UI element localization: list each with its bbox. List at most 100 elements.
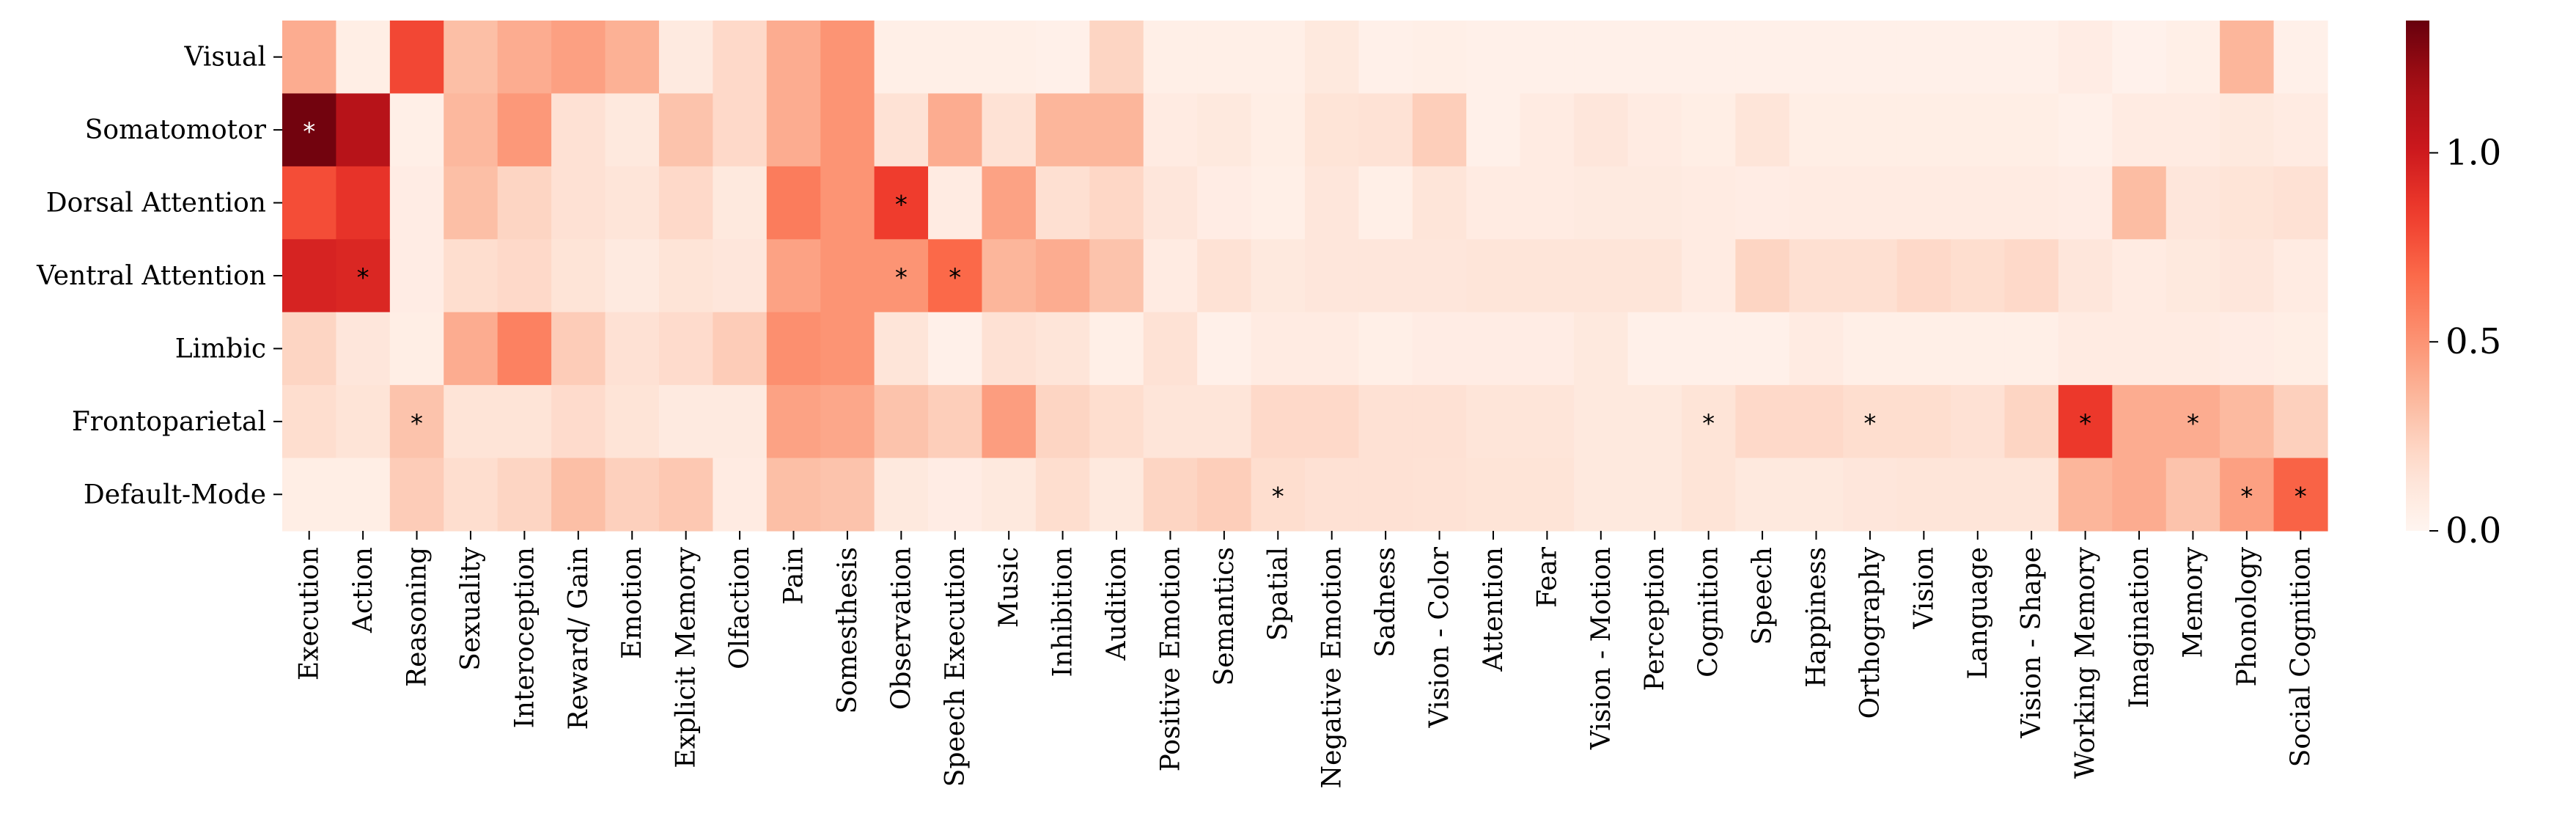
cell-frontoparietal-execution <box>282 385 337 459</box>
cell-dorsal-attention-observation <box>874 166 929 240</box>
cell-ventral-attention-vision-color <box>1412 239 1467 313</box>
cell-frontoparietal-vision-shape <box>2004 385 2059 459</box>
cell-frontoparietal-perception <box>1627 385 1682 459</box>
heatmap-cells <box>282 21 2328 532</box>
cell-dorsal-attention-inhibition <box>1035 166 1090 240</box>
cell-limbic-happiness <box>1789 312 1844 386</box>
cell-ventral-attention-audition <box>1089 239 1144 313</box>
cell-default-mode-social-cognition <box>2273 458 2328 532</box>
cell-default-mode-speech-execution <box>928 458 983 532</box>
cell-dorsal-attention-vision-motion <box>1574 166 1629 240</box>
cell-visual-explicit-memory <box>658 21 713 95</box>
cell-somatomotor-vision-motion <box>1574 93 1629 167</box>
colorbar-ticks: 0.0 0.5 1.0 <box>2429 132 2501 551</box>
cell-visual-perception <box>1627 21 1682 95</box>
significance-marker: * <box>357 263 369 293</box>
cell-visual-sexuality <box>444 21 498 95</box>
cell-ventral-attention-positive-emotion <box>1143 239 1198 313</box>
x-tick-label: Speech Execution <box>941 547 971 787</box>
cell-dorsal-attention-explicit-memory <box>658 166 713 240</box>
cell-limbic-reasoning <box>389 312 444 386</box>
colorbar-tick-label: 1.0 <box>2446 132 2501 173</box>
cell-frontoparietal-working-memory <box>2058 385 2113 459</box>
cell-dorsal-attention-happiness <box>1789 166 1844 240</box>
cell-ventral-attention-orthography <box>1843 239 1898 313</box>
cell-ventral-attention-sexuality <box>444 239 498 313</box>
y-tick-label: Visual <box>183 43 266 73</box>
cell-ventral-attention-speech-execution <box>928 239 983 313</box>
x-tick-label: Working Memory <box>2071 546 2101 779</box>
x-tick-label: Phonology <box>2232 546 2262 686</box>
cell-default-mode-memory <box>2165 458 2220 532</box>
cell-ventral-attention-perception <box>1627 239 1682 313</box>
significance-markers: * * * * * * * * * * * * * <box>303 117 2307 511</box>
cell-somatomotor-vision-color <box>1412 93 1467 167</box>
cell-frontoparietal-semantics <box>1197 385 1252 459</box>
cell-ventral-attention-sadness <box>1358 239 1413 313</box>
x-tick-label: Inhibition <box>1048 547 1078 677</box>
cell-limbic-olfaction <box>713 312 768 386</box>
cell-frontoparietal-social-cognition <box>2273 385 2328 459</box>
cell-frontoparietal-inhibition <box>1035 385 1090 459</box>
cell-visual-audition <box>1089 21 1144 95</box>
cell-frontoparietal-attention <box>1466 385 1521 459</box>
cell-default-mode-observation <box>874 458 929 532</box>
cell-dorsal-attention-memory <box>2165 166 2220 240</box>
cell-limbic-audition <box>1089 312 1144 386</box>
cell-visual-phonology <box>2220 21 2275 95</box>
x-tick-label: Interoception <box>509 547 540 728</box>
cell-frontoparietal-fear <box>1520 385 1575 459</box>
cell-ventral-attention-language <box>1951 239 2006 313</box>
cell-visual-memory <box>2165 21 2220 95</box>
cell-visual-imagination <box>2112 21 2167 95</box>
cell-limbic-fear <box>1520 312 1575 386</box>
x-axis: Execution Action Reasoning Sexuality Interoc… <box>295 531 2316 788</box>
cell-default-mode-pain <box>766 458 821 532</box>
cell-somatomotor-social-cognition <box>2273 93 2328 167</box>
cell-dorsal-attention-olfaction <box>713 166 768 240</box>
cell-limbic-execution <box>282 312 337 386</box>
cell-somatomotor-memory <box>2165 93 2220 167</box>
cell-frontoparietal-sexuality <box>444 385 498 459</box>
cell-frontoparietal-pain <box>766 385 821 459</box>
x-tick-label: Happiness <box>1802 547 1832 688</box>
cell-dorsal-attention-pain <box>766 166 821 240</box>
y-tick-label: Frontoparietal <box>72 407 266 437</box>
cell-default-mode-orthography <box>1843 458 1898 532</box>
colorbar-tick-label: 0.5 <box>2446 321 2501 362</box>
cell-dorsal-attention-attention <box>1466 166 1521 240</box>
cell-ventral-attention-reward-gain <box>551 239 606 313</box>
cell-visual-olfaction <box>713 21 768 95</box>
cell-default-mode-execution <box>282 458 337 532</box>
cell-ventral-attention-music <box>982 239 1037 313</box>
cell-default-mode-fear <box>1520 458 1575 532</box>
cell-frontoparietal-somesthesis <box>820 385 875 459</box>
significance-marker: * <box>2240 482 2253 511</box>
cell-ventral-attention-negative-emotion <box>1305 239 1360 313</box>
cell-default-mode-olfaction <box>713 458 768 532</box>
cell-somatomotor-vision-shape <box>2004 93 2059 167</box>
cell-dorsal-attention-language <box>1951 166 2006 240</box>
cell-frontoparietal-phonology <box>2220 385 2275 459</box>
cell-visual-observation <box>874 21 929 95</box>
cell-ventral-attention-observation <box>874 239 929 313</box>
cell-visual-speech <box>1735 21 1790 95</box>
cell-frontoparietal-vision <box>1896 385 1951 459</box>
cell-dorsal-attention-emotion <box>605 166 660 240</box>
cell-somatomotor-cognition <box>1681 93 1736 167</box>
significance-marker: * <box>2187 409 2199 438</box>
x-tick-label: Olfaction <box>725 547 755 669</box>
cell-default-mode-vision <box>1896 458 1951 532</box>
cell-ventral-attention-spatial <box>1251 239 1306 313</box>
cell-dorsal-attention-cognition <box>1681 166 1736 240</box>
cell-dorsal-attention-vision-shape <box>2004 166 2059 240</box>
colorbar-tick-label: 0.0 <box>2446 510 2501 551</box>
cell-limbic-emotion <box>605 312 660 386</box>
x-tick-label: Positive Emotion <box>1155 547 1185 771</box>
cell-default-mode-explicit-memory <box>658 458 713 532</box>
cell-frontoparietal-language <box>1951 385 2006 459</box>
cell-ventral-attention-cognition <box>1681 239 1736 313</box>
cell-limbic-observation <box>874 312 929 386</box>
cell-visual-semantics <box>1197 21 1252 95</box>
cell-dorsal-attention-orthography <box>1843 166 1898 240</box>
